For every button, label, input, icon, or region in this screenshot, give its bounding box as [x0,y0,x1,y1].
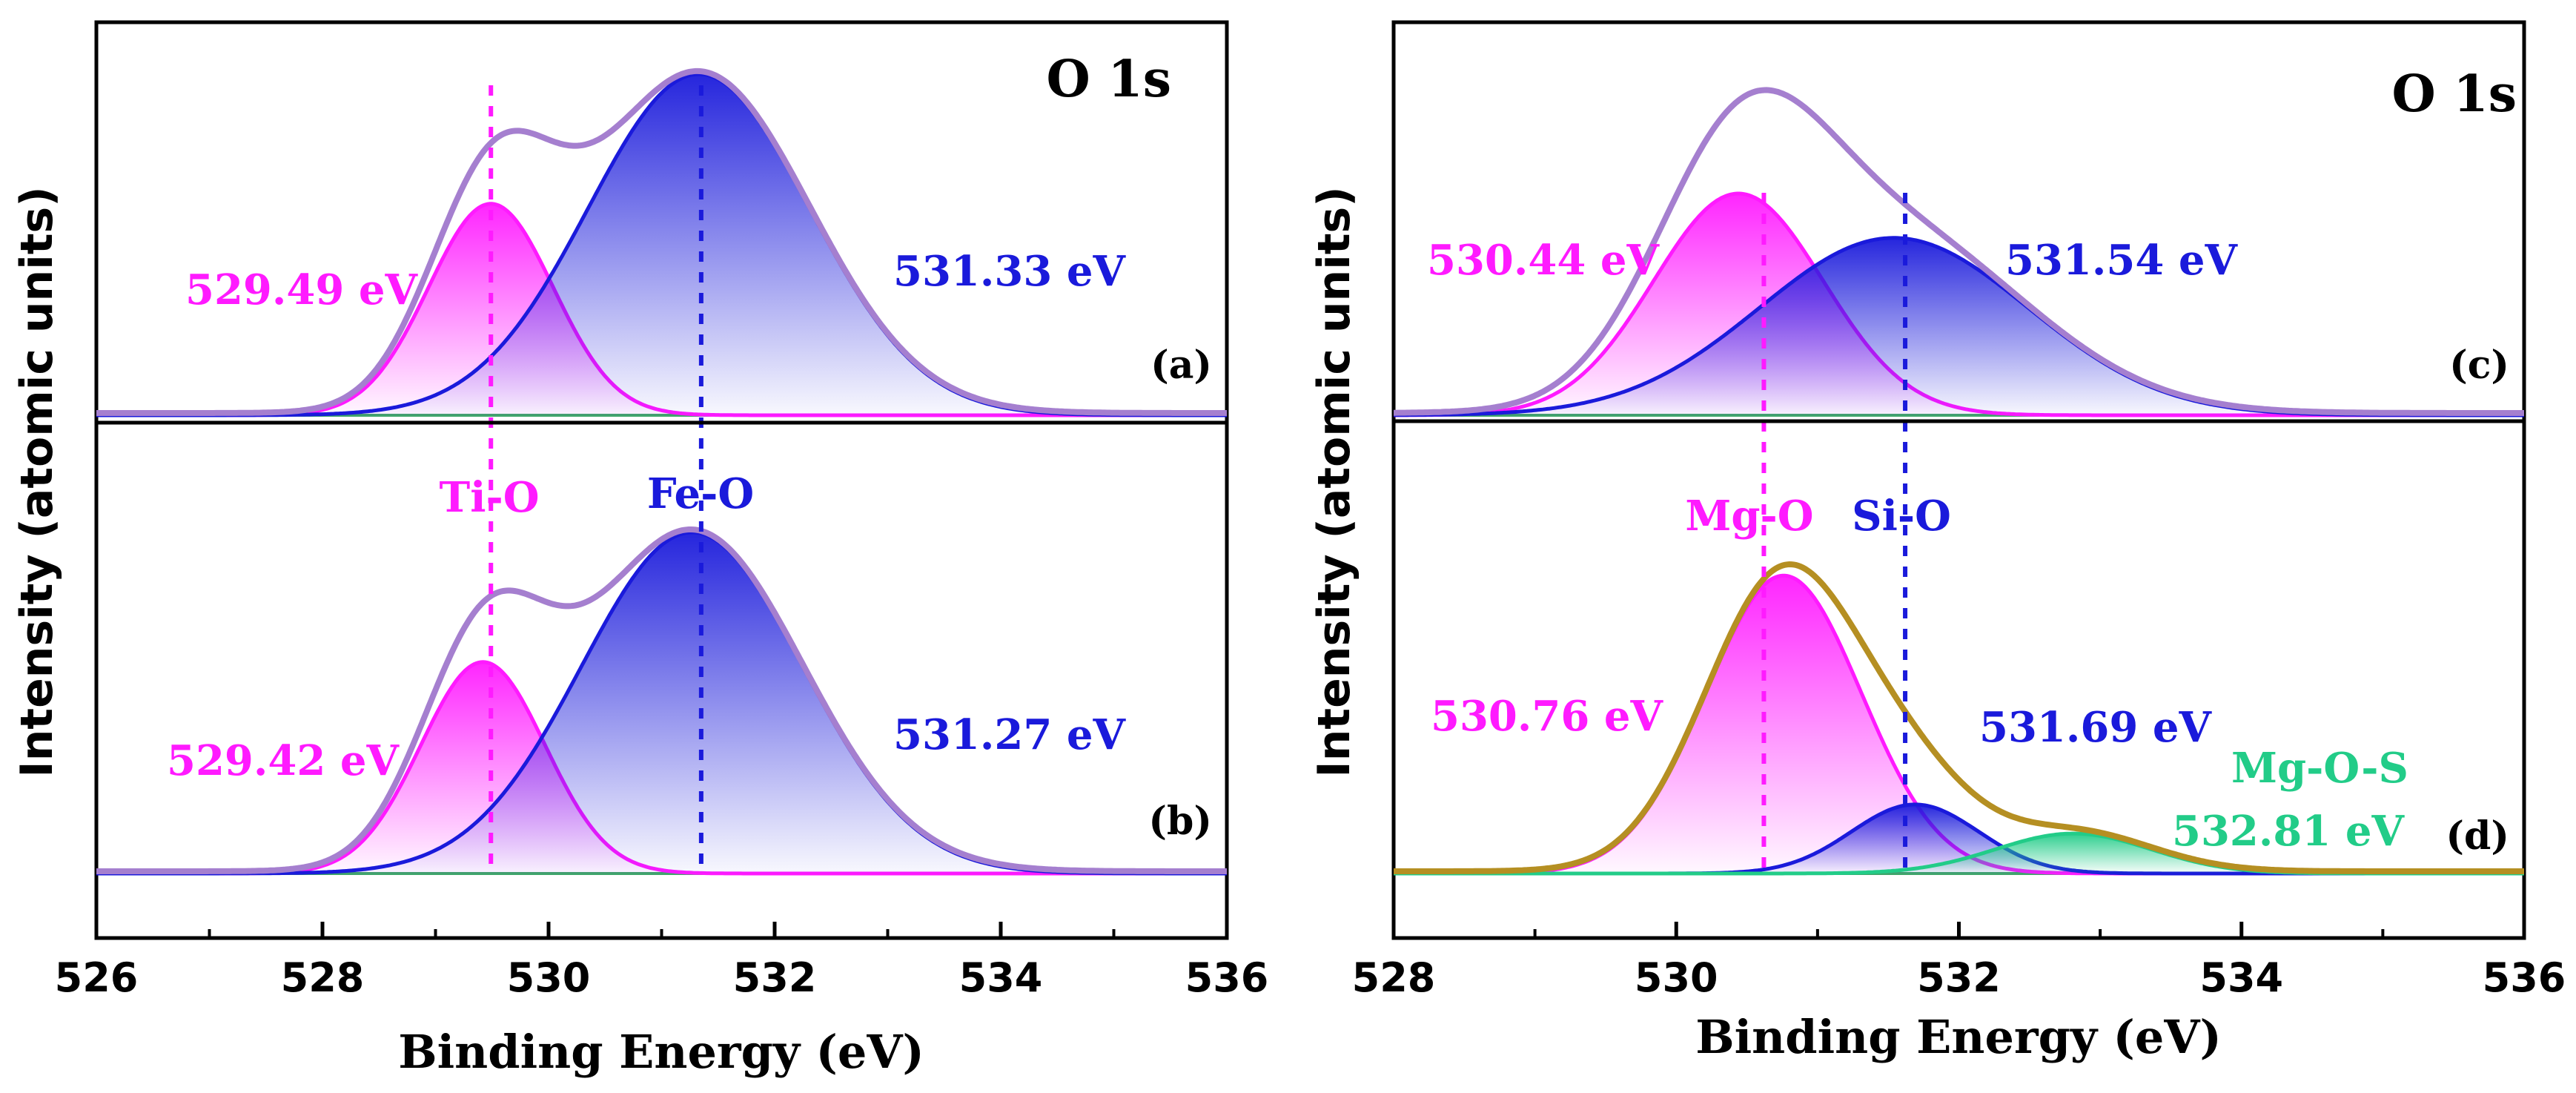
ref-label-sio: Si-O [1852,492,1951,541]
right-x-ticks: 528 530 532 534 536 [1352,922,2566,1001]
x-tick-label-532: 532 [733,954,817,1001]
peak-label-c-mgo: 530.44 eV [1427,236,1660,285]
x-tick-label-528: 528 [281,954,365,1001]
chart-title-right: O 1s [2391,65,2517,124]
right-spectra [1394,87,2524,876]
x-tick-label-534: 534 [959,954,1043,1001]
left-spectra [96,67,1227,876]
peak-label-c-sio: 531.54 eV [2005,236,2238,285]
x-tick-label-536: 536 [2483,954,2566,1001]
peak-label-d-mgos: 532.81 eV [2172,807,2405,856]
peak-fill-d-mgos [1394,833,2524,874]
peak-label-a-tio: 529.49 eV [185,265,418,314]
peak-fill-c-sio [1394,237,2524,415]
panel-label-d: (d) [2446,813,2509,859]
peak-fill-a-feo [96,74,1227,415]
ref-label-tio: Ti-O [440,473,540,522]
x-axis-label-left: Binding Energy (eV) [398,1025,924,1079]
x-tick-label-534: 534 [2199,954,2283,1001]
x-tick-label-530: 530 [507,954,591,1001]
plot-frame-right [1391,20,2526,940]
ref-label-mgo: Mg-O [1685,492,1813,541]
envelope-curve-a [96,67,1227,416]
peak-label-b-feo: 531.27 eV [893,710,1126,759]
chart-left: 526 528 530 532 534 536 O 1s (a) (b) 529.49 e… [11,20,1269,1079]
peak-fill-d-mgo [1394,575,2524,874]
ref-label-feo: Fe-O [647,469,754,518]
chart-title-left: O 1s [1046,50,1171,109]
right-reference-lines [1761,193,1908,868]
peak-fill-b-feo [96,532,1227,874]
peak-label-d-mgo: 530.76 eV [1431,692,1663,741]
panel-label-b: (b) [1148,799,1212,844]
peak-fill-d-sio [1394,804,2524,874]
x-tick-label-536: 536 [1185,954,1269,1001]
envelope-curve-d [1394,561,2524,874]
peak-label-d-sio: 531.69 eV [1979,703,2212,752]
panel-label-a: (a) [1150,343,1212,388]
envelope-curve-c [1394,87,2524,416]
left-x-ticks: 526 528 530 532 534 536 [55,922,1269,1001]
chart-right: 528 530 532 534 536 O 1s (c) (d) 530.44 eV 5… [1308,20,2566,1064]
peak-label-b-tio: 529.42 eV [167,736,400,785]
x-axis-label-right: Binding Energy (eV) [1695,1010,2222,1064]
x-tick-label-530: 530 [1635,954,1718,1001]
envelope-curve-b [96,526,1227,874]
peak-label-a-feo: 531.33 eV [893,247,1126,296]
x-tick-label-532: 532 [1917,954,2001,1001]
y-axis-label-right: Intensity (atomic units) [1308,186,1360,777]
peak-name-d-mgos: Mg-O-S [2231,744,2408,793]
panel-label-c: (c) [2449,343,2509,388]
y-axis-label-left: Intensity (atomic units) [11,186,63,777]
x-tick-label-528: 528 [1352,954,1436,1001]
left-reference-lines [489,85,703,868]
x-tick-label-526: 526 [55,954,139,1001]
